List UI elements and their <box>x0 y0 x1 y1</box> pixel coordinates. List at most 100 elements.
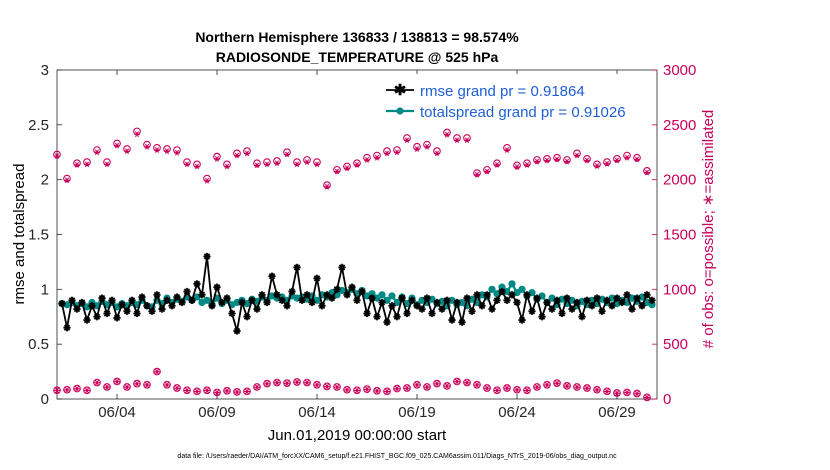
obs-assimilated-stroke <box>575 384 579 391</box>
rmse-point-stroke <box>403 310 411 317</box>
rmse-point <box>383 318 391 326</box>
obs-possible-marker <box>333 165 341 174</box>
rmse-point-stroke <box>283 302 291 309</box>
rmse-point-stroke <box>153 291 161 298</box>
rmse-point <box>618 298 626 307</box>
obs-assimilated-marker <box>634 156 640 163</box>
obs-assimilated-marker <box>164 382 170 388</box>
obs-possible-marker <box>93 146 101 154</box>
rmse-point-stroke <box>553 297 561 304</box>
obs-assimilated-marker <box>244 150 250 157</box>
rmse-point-stroke <box>68 297 76 304</box>
rmse-point <box>473 291 481 299</box>
obs-assimilated-marker <box>124 384 130 391</box>
obs-assimilated-stroke <box>295 161 299 168</box>
rmse-point <box>598 307 606 315</box>
obs-possible-marker <box>73 159 81 168</box>
rmse-point-stroke <box>343 291 351 298</box>
obs-possible-marker <box>273 378 281 387</box>
rmse-point-stroke <box>263 299 271 306</box>
y-right-tick-label: 1500 <box>663 227 696 244</box>
obs-assimilated-marker <box>384 150 390 157</box>
obs-assimilated-stroke <box>65 387 69 393</box>
rmse-point <box>288 287 296 296</box>
rmse-point-stroke <box>63 324 71 331</box>
rmse-point <box>78 298 86 307</box>
obs-assimilated-marker <box>254 162 260 169</box>
obs-assimilated-marker <box>204 387 210 394</box>
obs-possible-marker <box>513 385 521 394</box>
obs-assimilated-stroke <box>105 161 109 168</box>
obs-assimilated-marker <box>174 149 180 156</box>
obs-assimilated-stroke <box>455 137 459 144</box>
rmse-point <box>413 302 421 310</box>
rmse-point <box>633 294 641 302</box>
rmse-point-stroke <box>333 286 341 293</box>
obs-assimilated-stroke <box>125 148 129 155</box>
obs-possible-marker <box>433 147 441 156</box>
rmse-point-stroke <box>253 305 261 313</box>
rmse-point <box>98 294 106 302</box>
obs-assimilated-marker <box>164 148 170 155</box>
obs-assimilated-marker <box>174 385 180 392</box>
obs-assimilated-marker <box>54 387 60 394</box>
obs-assimilated-marker <box>474 171 480 178</box>
obs-possible-marker <box>443 128 451 137</box>
obs-assimilated-marker <box>494 161 500 168</box>
rmse-point-stroke <box>548 305 556 313</box>
obs-possible-marker <box>523 159 531 168</box>
obs-assimilated-marker <box>294 379 300 386</box>
obs-possible-marker <box>593 160 601 169</box>
rmse-point-stroke <box>623 291 631 298</box>
rmse-point-stroke <box>633 294 641 302</box>
obs-possible-marker <box>553 153 561 162</box>
totalspread-point <box>503 287 511 296</box>
obs-assimilated-stroke <box>85 387 89 394</box>
obs-possible-marker <box>353 159 361 168</box>
rmse-point-stroke <box>383 319 391 326</box>
obs-assimilated-marker <box>314 382 320 388</box>
rmse-point-stroke <box>523 291 531 298</box>
obs-assimilated-marker <box>444 383 450 389</box>
obs-assimilated-stroke <box>75 161 79 168</box>
obs-assimilated-marker <box>394 385 400 392</box>
rmse-point-stroke <box>148 308 156 315</box>
rmse-point-stroke <box>228 310 236 317</box>
rmse-point <box>493 296 501 304</box>
obs-assimilated-stroke <box>405 137 409 144</box>
obs-assimilated-stroke <box>155 147 159 153</box>
obs-assimilated-stroke <box>375 388 379 394</box>
rmse-point-stroke <box>268 272 276 280</box>
totalspread-point <box>518 285 526 293</box>
rmse-point <box>578 313 586 321</box>
rmse-point <box>463 294 471 302</box>
obs-possible-marker <box>403 134 411 142</box>
obs-assimilated-stroke <box>175 385 179 392</box>
rmse-point <box>378 298 386 307</box>
obs-assimilated-stroke <box>385 150 389 157</box>
obs-assimilated-marker <box>414 146 420 152</box>
rmse-point <box>93 313 101 321</box>
obs-assimilated-stroke <box>275 160 279 167</box>
obs-assimilated-stroke <box>605 388 609 395</box>
obs-assimilated-stroke <box>635 390 639 397</box>
rmse-point-stroke <box>103 310 111 317</box>
rmse-point-stroke <box>613 294 621 302</box>
obs-assimilated-marker <box>454 137 460 144</box>
right-axis-ticks: 0 500 1000 1500 2000 2500 3000 <box>652 62 696 408</box>
obs-assimilated-marker <box>404 137 410 144</box>
obs-assimilated-marker <box>484 385 490 392</box>
legend: ✱ rmse grand pr = 0.91864 totalspread gr… <box>384 74 652 124</box>
obs-assimilated-marker <box>524 161 530 168</box>
rmse-point-stroke <box>608 302 616 309</box>
obs-assimilated-stroke <box>495 161 499 168</box>
obs-assimilated-stroke <box>535 158 539 165</box>
obs-assimilated-marker <box>624 389 630 396</box>
rmse-point-stroke <box>443 297 451 304</box>
rmse-point <box>153 291 161 299</box>
obs-assimilated-marker <box>264 161 270 168</box>
obs-assimilated-stroke <box>295 379 299 386</box>
rmse-point <box>398 294 406 302</box>
rmse-point-stroke <box>348 283 356 291</box>
rmse-point-stroke <box>543 299 551 306</box>
